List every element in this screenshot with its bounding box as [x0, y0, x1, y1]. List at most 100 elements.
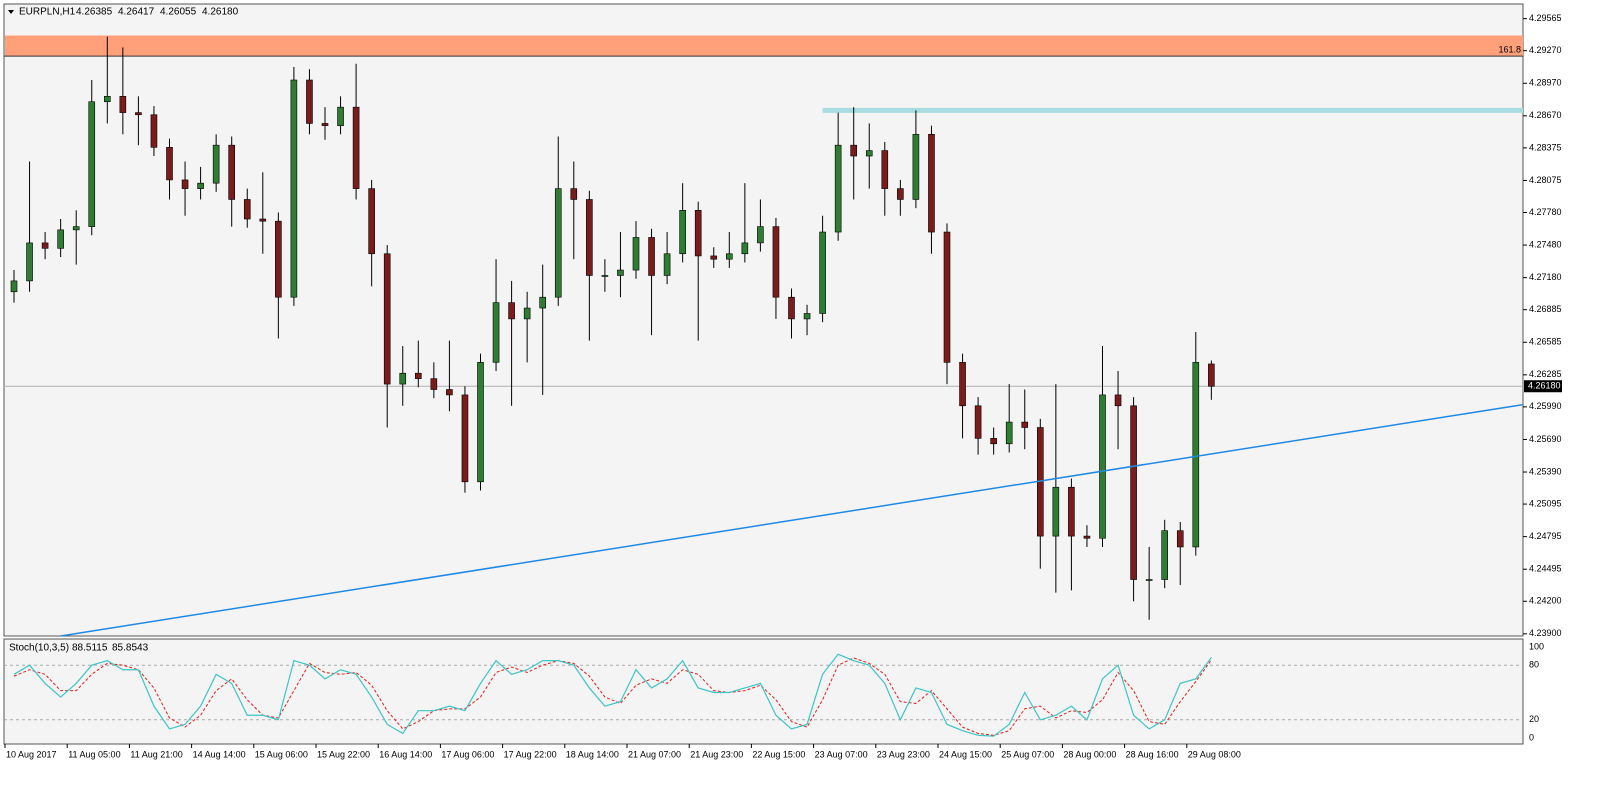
candle-body [181, 179, 189, 189]
candle-body [135, 112, 142, 116]
candle-body [88, 101, 96, 227]
candle-body [663, 253, 671, 276]
x-tick-label: 17 Aug 22:00 [504, 749, 557, 759]
y-tick-label: 4.24795 [1529, 531, 1562, 541]
candle-body [1052, 486, 1060, 537]
candle-body [150, 114, 158, 148]
candle-body [1021, 421, 1029, 428]
candle-body [679, 210, 686, 255]
y-tick-label: 4.28970 [1529, 78, 1562, 88]
candle-body [197, 182, 204, 189]
candle-body [523, 307, 531, 320]
x-tick-label: 23 Aug 23:00 [877, 749, 930, 759]
candle-body [834, 144, 842, 233]
candle-body [554, 188, 562, 298]
candle-body [819, 231, 826, 314]
candle-body [26, 242, 33, 282]
stoch-d-value: 85.8543 [112, 643, 149, 654]
candle-body [399, 372, 407, 385]
y-tick-label: 4.29565 [1529, 13, 1562, 23]
y-tick-label: 4.28670 [1529, 110, 1562, 120]
candle-body [959, 362, 966, 407]
stoch-k-line [13, 653, 1212, 737]
candle-body [1099, 394, 1106, 539]
y-tick-label: 4.25390 [1529, 466, 1562, 476]
y-tick-label: 4.23900 [1529, 628, 1562, 638]
fib-zone [5, 35, 1523, 57]
stoch-panel [3, 638, 1524, 745]
candle-body [290, 79, 298, 298]
candle-body [41, 242, 49, 249]
y-tick-label: 4.27180 [1529, 272, 1562, 282]
x-tick-label: 15 Aug 06:00 [255, 749, 308, 759]
y-tick-label: 4.29270 [1529, 45, 1562, 55]
candle-body [694, 210, 702, 257]
candle-body [10, 280, 18, 293]
price-tag [1524, 380, 1562, 393]
y-tick-label: 4.24200 [1529, 596, 1562, 606]
x-tick-label: 23 Aug 07:00 [815, 749, 868, 759]
candle-body [1176, 530, 1184, 548]
ohlc-high: 4.26417 [118, 7, 155, 18]
y-tick-label: 4.26285 [1529, 369, 1562, 379]
candle-body [974, 405, 982, 439]
stoch-tick-label: 80 [1529, 660, 1539, 670]
stoch-tick-label: 20 [1529, 714, 1539, 724]
candle-body [119, 96, 127, 113]
price-tag-label: 4.26180 [1528, 381, 1561, 391]
candle-body [72, 226, 80, 231]
ohlc-close: 4.26180 [202, 7, 239, 18]
stoch-tick-label: 100 [1529, 641, 1544, 651]
candle-body [166, 147, 173, 181]
candle-body [461, 394, 469, 483]
candle-body [803, 313, 811, 320]
candle-body [632, 237, 640, 271]
trendline [60, 403, 1523, 637]
candle-body [430, 378, 438, 390]
candle-body [928, 134, 935, 233]
x-tick-label: 28 Aug 16:00 [1126, 749, 1179, 759]
x-tick-label: 16 Aug 14:00 [379, 749, 432, 759]
y-tick-label: 4.25990 [1529, 401, 1562, 411]
candle-body [757, 226, 764, 244]
candle-body [570, 188, 578, 200]
x-tick-label: 25 Aug 07:00 [1001, 749, 1054, 759]
ohlc-low: 4.26055 [160, 7, 197, 18]
y-tick-label: 4.26885 [1529, 304, 1562, 314]
candle-body [586, 199, 593, 276]
x-tick-label: 11 Aug 05:00 [68, 749, 120, 759]
symbol-title: EURPLN,H1 [19, 7, 76, 18]
ohlc-open: 4.26385 [76, 7, 113, 18]
y-tick-label: 4.27480 [1529, 239, 1562, 249]
candle-body [1068, 486, 1075, 537]
fib-label: 161.8 [1498, 44, 1521, 54]
candle-body [368, 188, 375, 255]
menu-arrow[interactable] [8, 10, 14, 14]
x-tick-label: 22 Aug 15:00 [752, 749, 805, 759]
candle-body [477, 362, 484, 483]
candle-body [617, 269, 624, 276]
candle-body [212, 144, 220, 184]
candle-body [492, 302, 500, 363]
candle-body [57, 229, 64, 249]
stoch-d-line [13, 657, 1212, 736]
stoch-title: Stoch(10,3,5) [9, 643, 69, 654]
candle-body [943, 231, 951, 363]
candle-body [881, 150, 889, 189]
x-tick-label: 11 Aug 21:00 [130, 749, 182, 759]
candle-body [1005, 421, 1013, 445]
x-tick-label: 14 Aug 14:00 [193, 749, 246, 759]
candle-body [601, 275, 609, 277]
main-panel [3, 3, 1524, 637]
x-tick-label: 29 Aug 08:00 [1188, 749, 1241, 759]
candle-body [383, 253, 391, 385]
y-tick-label: 4.26585 [1529, 337, 1562, 347]
candle-body [648, 237, 655, 276]
candle-body [772, 226, 780, 298]
candle-body [741, 242, 749, 255]
y-tick-label: 4.25690 [1529, 434, 1562, 444]
y-tick-label: 4.27780 [1529, 207, 1562, 217]
candle-body [1208, 363, 1215, 387]
y-tick-label: 4.28075 [1529, 175, 1562, 185]
